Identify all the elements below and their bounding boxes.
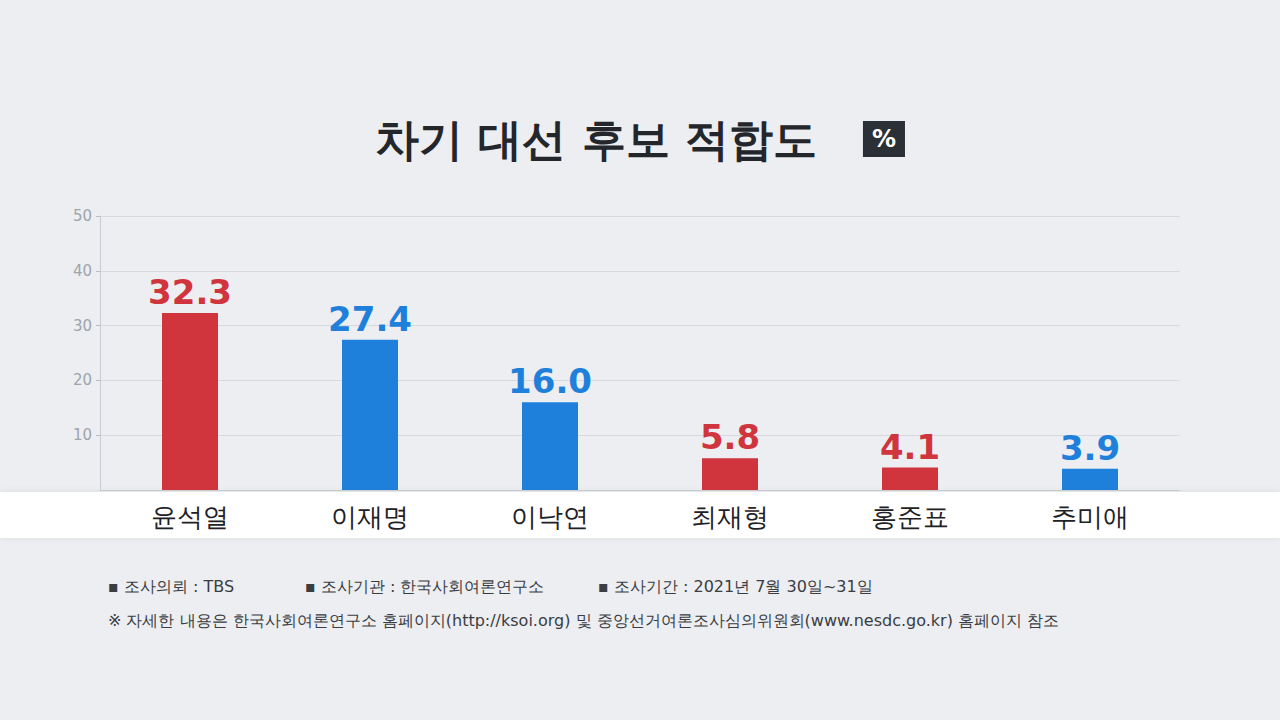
svg-text:%: % xyxy=(872,125,896,153)
svg-text:32.3: 32.3 xyxy=(148,272,232,312)
svg-text:홍준표: 홍준표 xyxy=(871,502,949,532)
svg-text:27.4: 27.4 xyxy=(328,299,412,339)
svg-text:▪ 조사의뢰 : TBS: ▪ 조사의뢰 : TBS xyxy=(108,577,234,596)
svg-text:※ 자세한 내용은 한국사회여론연구소 홈페이지(http:: ※ 자세한 내용은 한국사회여론연구소 홈페이지(http://ksoi.org… xyxy=(108,611,1059,630)
svg-text:3.9: 3.9 xyxy=(1060,428,1120,468)
svg-text:이재명: 이재명 xyxy=(331,502,409,532)
svg-text:▪ 조사기관 : 한국사회여론연구소: ▪ 조사기관 : 한국사회여론연구소 xyxy=(305,577,545,596)
svg-text:20: 20 xyxy=(73,371,92,389)
svg-text:추미애: 추미애 xyxy=(1051,502,1129,532)
svg-text:▪ 조사기간 : 2021년 7월 30일~31일: ▪ 조사기간 : 2021년 7월 30일~31일 xyxy=(598,577,873,596)
svg-text:30: 30 xyxy=(73,317,92,335)
svg-text:이낙연: 이낙연 xyxy=(511,502,589,532)
svg-text:윤석열: 윤석열 xyxy=(151,502,229,532)
svg-text:40: 40 xyxy=(73,262,92,280)
svg-text:차기 대선 후보 적합도: 차기 대선 후보 적합도 xyxy=(375,114,863,165)
svg-text:4.1: 4.1 xyxy=(880,427,940,467)
svg-text:5.8: 5.8 xyxy=(700,417,760,457)
svg-text:50: 50 xyxy=(73,207,92,225)
svg-text:16.0: 16.0 xyxy=(508,361,592,401)
svg-text:최재형: 최재형 xyxy=(691,502,769,532)
svg-text:10: 10 xyxy=(73,426,92,444)
